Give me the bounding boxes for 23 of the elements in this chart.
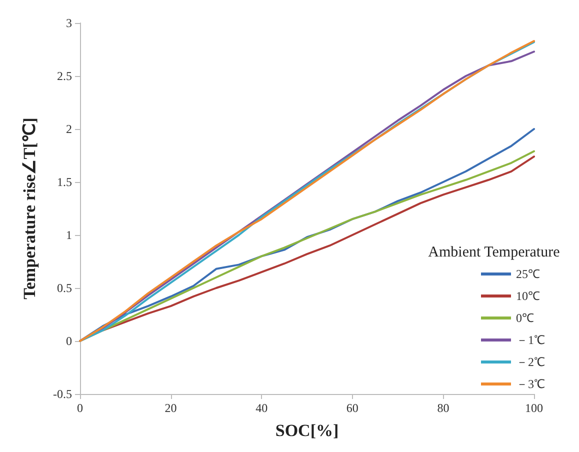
y-tick-label: 0.5 — [57, 281, 72, 295]
x-tick-label: 0 — [77, 401, 83, 415]
legend-label: －3℃ — [516, 377, 545, 391]
legend-label: 25℃ — [516, 267, 540, 281]
y-tick-label: 2 — [66, 122, 72, 136]
y-tick-label: 1 — [66, 228, 72, 242]
x-tick-label: 40 — [256, 401, 268, 415]
legend-label: －1℃ — [516, 333, 545, 347]
legend-label: 0℃ — [516, 311, 534, 325]
y-tick-label: 2.5 — [57, 69, 72, 83]
y-tick-label: 1.5 — [57, 175, 72, 189]
x-tick-label: 20 — [164, 401, 177, 415]
y-tick-label: 0 — [66, 334, 72, 348]
x-tick-label: 100 — [525, 401, 543, 415]
y-axis-title: Temperature rise∠T[℃] — [20, 118, 39, 300]
y-tick-label: 3 — [66, 16, 72, 30]
legend-label: －2℃ — [516, 355, 545, 369]
y-tick-label: -0.5 — [53, 387, 72, 401]
legend-title: Ambient Temperature — [428, 244, 560, 260]
x-tick-label: 80 — [437, 401, 450, 415]
x-axis-title: SOC[%] — [275, 421, 339, 440]
x-tick-label: 60 — [346, 401, 358, 415]
legend-label: 10℃ — [516, 289, 540, 303]
